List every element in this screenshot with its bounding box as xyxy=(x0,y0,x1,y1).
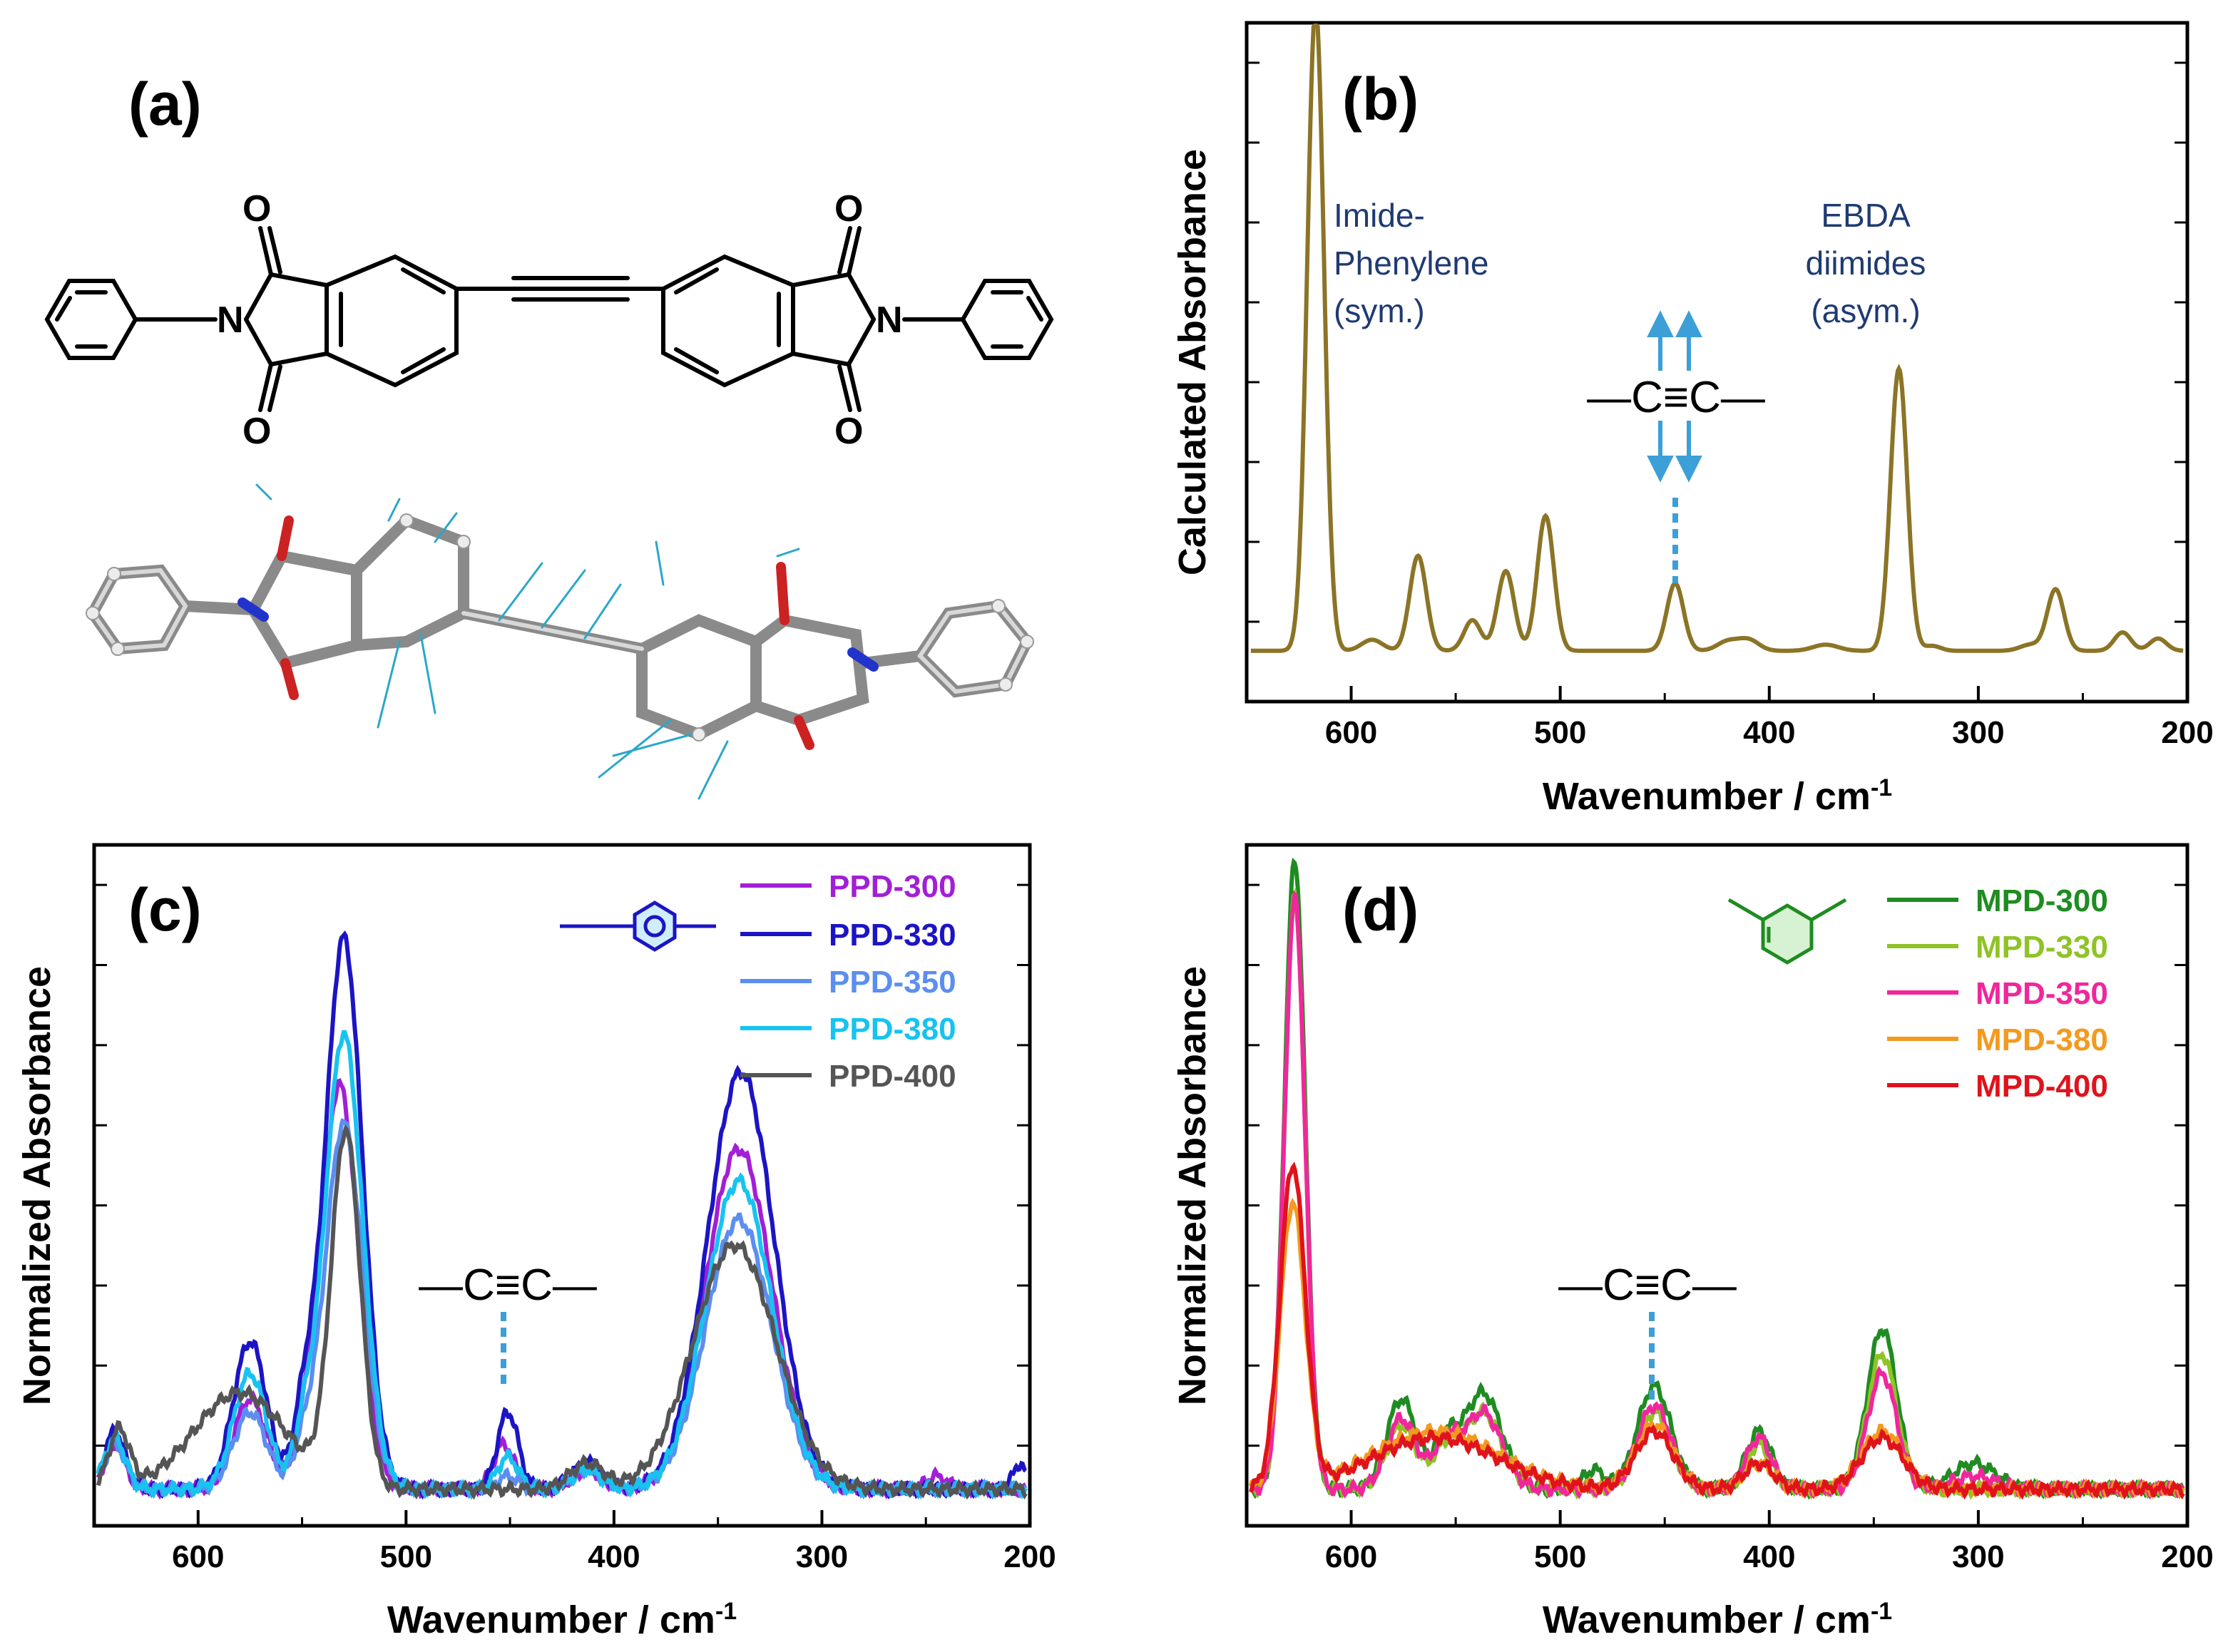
legend-label: PPD-400 xyxy=(829,1059,956,1094)
atom-o-left-bottom: O xyxy=(242,411,271,452)
x-tick-label: 300 xyxy=(1952,1539,2004,1574)
annotation-imide-phenylene-3: (sym.) xyxy=(1334,292,1425,329)
legend-label: MPD-300 xyxy=(1976,883,2108,918)
legend-item-ppd-400: PPD-400 xyxy=(740,1059,956,1094)
plot-frame-b xyxy=(1245,21,2189,704)
annotation-ebda-2: diimides xyxy=(1806,245,1926,282)
structural-formula xyxy=(44,226,1054,412)
y-axis-label-b: Calculated Absorbance xyxy=(1171,149,1214,575)
panel-d-label: (d) xyxy=(1342,876,1419,943)
series-line-mpd-400 xyxy=(1249,1161,2185,1500)
x-tick-label: 400 xyxy=(1743,1539,1795,1574)
legend-label: PPD-380 xyxy=(829,1012,956,1047)
panel-c-label: (c) xyxy=(128,876,202,943)
x-tick-label: 500 xyxy=(1534,715,1586,750)
legend-label: PPD-330 xyxy=(829,918,956,953)
cc-triple-bond-label-b: —C≡C— xyxy=(1587,373,1765,422)
3d-molecular-model xyxy=(86,483,1034,800)
legend-label: MPD-380 xyxy=(1976,1022,2108,1057)
panel-b: (b) 600 500 400 300 200 Wavenumber / cm-1 Ca… xyxy=(1171,21,2214,818)
annotation-imide-phenylene-2: Phenylene xyxy=(1334,245,1488,282)
legend-item-mpd-400: MPD-400 xyxy=(1887,1069,2108,1104)
panel-a-label: (a) xyxy=(128,71,202,138)
annotation-ebda-3: (asym.) xyxy=(1811,292,1920,329)
y-axis-label-c: Normalized Absorbance xyxy=(16,966,58,1405)
atom-n-right: N xyxy=(876,299,903,341)
x-axis-label-b: Wavenumber / cm-1 xyxy=(1543,774,1892,818)
annotation-ebda-1: EBDA xyxy=(1821,197,1911,234)
atom-o-left-top: O xyxy=(242,188,271,230)
legend-label: MPD-330 xyxy=(1976,930,2108,965)
x-tick-label: 300 xyxy=(1952,715,2004,750)
ticks-c: 600 500 400 300 200 xyxy=(94,883,1056,1574)
legend-item-mpd-330: MPD-330 xyxy=(1887,930,2108,965)
legend-label: PPD-300 xyxy=(829,869,956,904)
series-line-calculated xyxy=(1250,24,2184,653)
legend-item-mpd-300: MPD-300 xyxy=(1887,883,2108,918)
legend-item-ppd-330: PPD-330 xyxy=(740,918,956,953)
ticks-b: 600 500 400 300 200 xyxy=(1247,61,2214,750)
x-tick-label: 200 xyxy=(2161,1539,2213,1574)
plot-frame-c xyxy=(92,843,1032,1528)
atom-n-left: N xyxy=(217,299,244,341)
legend-c: PPD-300 PPD-330 PPD-350 PPD-380 PPD-400 xyxy=(740,869,956,1094)
cc-triple-bond-label-c: —C≡C— xyxy=(419,1261,597,1310)
x-tick-label: 600 xyxy=(1325,1539,1377,1574)
legend-item-ppd-350: PPD-350 xyxy=(740,965,956,1000)
x-axis-label-d: Wavenumber / cm-1 xyxy=(1543,1598,1892,1641)
x-axis-label-c: Wavenumber / cm-1 xyxy=(387,1598,737,1641)
x-tick-label: 200 xyxy=(1003,1539,1056,1574)
stretch-arrows-icon xyxy=(1647,310,1702,483)
plot-frame-d xyxy=(1245,843,2189,1528)
panel-d: (d) 600 500 400 300 200 Wavenumber / cm-1 No… xyxy=(1171,843,2214,1641)
x-tick-label: 600 xyxy=(1325,715,1377,750)
para-phenylene-icon xyxy=(560,901,716,952)
legend-label: PPD-350 xyxy=(829,965,956,1000)
legend-item-mpd-350: MPD-350 xyxy=(1887,976,2108,1011)
panel-a: (a) xyxy=(44,71,1054,800)
x-tick-label: 500 xyxy=(1534,1539,1586,1574)
x-tick-label: 400 xyxy=(588,1539,640,1574)
annotation-imide-phenylene-1: Imide- xyxy=(1334,197,1425,234)
y-axis-label-d: Normalized Absorbance xyxy=(1171,966,1214,1405)
x-tick-label: 600 xyxy=(172,1539,224,1574)
x-tick-label: 300 xyxy=(796,1539,848,1574)
legend-item-ppd-300: PPD-300 xyxy=(740,869,956,904)
legend-d: MPD-300 MPD-330 MPD-350 MPD-380 MPD-400 xyxy=(1887,883,2108,1104)
atom-o-right-top: O xyxy=(834,188,863,230)
ticks-d: 600 500 400 300 200 xyxy=(1247,883,2214,1574)
legend-label: MPD-350 xyxy=(1976,976,2108,1011)
x-tick-label: 500 xyxy=(380,1539,432,1574)
panel-b-label: (b) xyxy=(1342,66,1419,133)
panel-c: (c) 600 500 400 300 200 Wavenumber / cm-1 No… xyxy=(16,843,1056,1641)
legend-item-mpd-380: MPD-380 xyxy=(1887,1022,2108,1057)
legend-item-ppd-380: PPD-380 xyxy=(740,1012,956,1047)
meta-phenylene-icon xyxy=(1727,898,1847,965)
series-line-ppd-400 xyxy=(96,1124,1028,1500)
x-tick-label: 400 xyxy=(1743,715,1795,750)
x-tick-label: 200 xyxy=(2161,715,2213,750)
legend-label: MPD-400 xyxy=(1976,1069,2108,1104)
cc-triple-bond-label-d: —C≡C— xyxy=(1558,1261,1737,1310)
atom-o-right-bottom: O xyxy=(834,411,863,452)
